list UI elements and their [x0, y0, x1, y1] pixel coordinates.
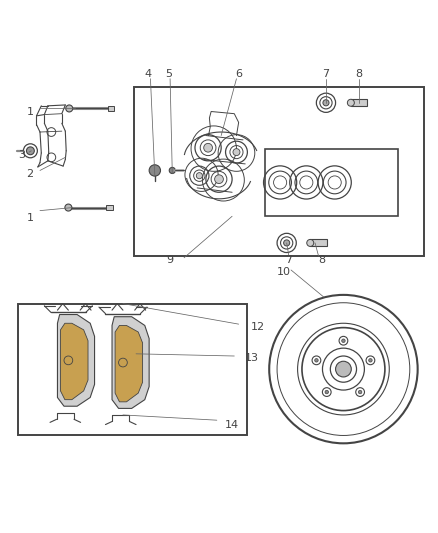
Circle shape — [342, 339, 345, 343]
Circle shape — [369, 359, 372, 362]
Text: 3: 3 — [18, 150, 25, 160]
Text: 7: 7 — [285, 255, 293, 264]
Text: 1: 1 — [26, 214, 33, 223]
Circle shape — [215, 175, 223, 183]
Circle shape — [204, 143, 212, 152]
Text: 2: 2 — [26, 169, 33, 179]
Polygon shape — [115, 326, 143, 402]
Bar — [265, 149, 398, 216]
Polygon shape — [112, 317, 149, 408]
Circle shape — [149, 165, 160, 176]
Circle shape — [314, 359, 318, 362]
Bar — [106, 205, 113, 210]
Circle shape — [307, 239, 314, 246]
Circle shape — [284, 240, 290, 246]
Text: 7: 7 — [322, 69, 329, 79]
Bar — [108, 106, 114, 111]
Bar — [134, 87, 424, 256]
Text: 6: 6 — [235, 69, 242, 79]
Bar — [351, 99, 367, 106]
Bar — [18, 304, 247, 434]
Text: 9: 9 — [166, 255, 173, 264]
Circle shape — [325, 390, 328, 394]
Circle shape — [196, 173, 202, 179]
Circle shape — [169, 167, 175, 174]
Circle shape — [233, 149, 240, 156]
Circle shape — [323, 100, 329, 106]
Text: 8: 8 — [355, 69, 362, 79]
Polygon shape — [57, 314, 95, 406]
Text: 10: 10 — [277, 266, 291, 277]
Text: 14: 14 — [225, 419, 239, 430]
Circle shape — [347, 99, 354, 106]
Circle shape — [358, 390, 362, 394]
Bar — [310, 239, 327, 246]
Circle shape — [26, 147, 34, 155]
Circle shape — [65, 204, 72, 211]
Text: 4: 4 — [145, 69, 152, 79]
Text: 12: 12 — [251, 322, 265, 332]
Text: 13: 13 — [245, 353, 259, 363]
Polygon shape — [60, 323, 88, 400]
Text: 8: 8 — [318, 255, 325, 264]
Circle shape — [336, 361, 351, 377]
Text: 1: 1 — [26, 107, 33, 117]
Circle shape — [66, 105, 73, 112]
Text: 5: 5 — [165, 69, 172, 79]
